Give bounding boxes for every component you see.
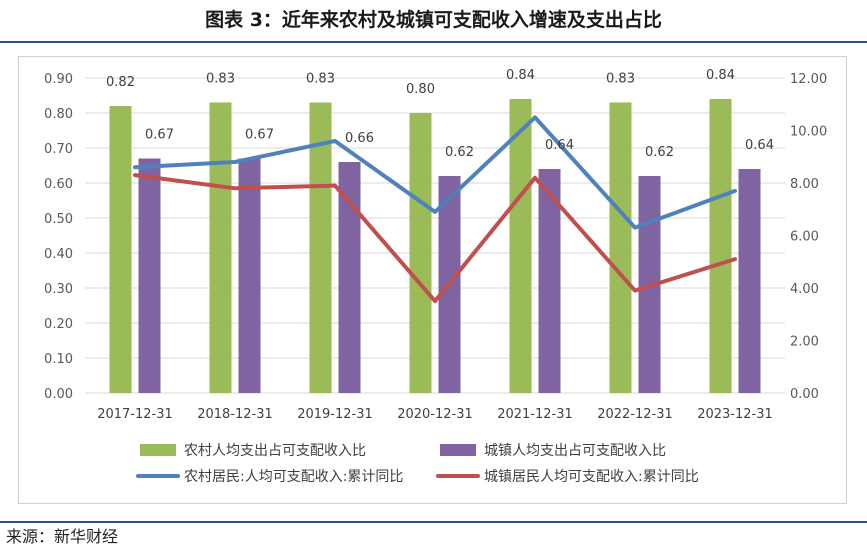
bar-data-label: 0.67 <box>245 128 274 143</box>
left-axis-tick-label: 0.80 <box>44 107 73 122</box>
bar-data-label: 0.66 <box>345 131 374 146</box>
bar-data-labels: 0.82 0.83 0.83 0.80 0.84 0.83 0.84 0.67 0.67 0.66… <box>106 68 774 160</box>
urban-income-growth-line <box>133 173 737 304</box>
left-axis-tick-label: 0.60 <box>44 177 73 192</box>
bar-data-label: 0.83 <box>306 72 335 87</box>
rural-bar <box>709 99 732 393</box>
legend-label: 城镇人均支出占可支配收入比 <box>484 443 666 459</box>
left-axis-tick-label: 0.30 <box>44 282 73 297</box>
urban-bar <box>338 162 361 393</box>
rural-bar <box>209 102 232 393</box>
bar-data-label: 0.64 <box>545 138 574 153</box>
axis-labels: 0.00 0.10 0.20 0.30 0.40 0.50 0.60 0.70 0.80 0.90… <box>44 72 827 422</box>
right-axis-tick-label: 12.00 <box>790 72 827 87</box>
bar-data-label: 0.82 <box>106 75 135 90</box>
legend-urban-bar: 城镇人均支出占可支配收入比 <box>440 443 666 459</box>
legend-rural-line: 农村居民:人均可支配收入:累计同比 <box>136 469 403 485</box>
left-axis-tick-label: 0.40 <box>44 247 73 262</box>
bar-data-label: 0.67 <box>145 128 174 143</box>
bar-data-label: 0.83 <box>206 72 235 87</box>
bar-data-label: 0.80 <box>406 82 435 97</box>
urban-bar <box>538 169 561 393</box>
x-axis-tick-label: 2020-12-31 <box>397 407 473 422</box>
legend-label: 城镇居民人均可支配收入:累计同比 <box>484 469 699 485</box>
source-note: 来源：新华财经 <box>6 527 119 546</box>
right-axis-tick-label: 0.00 <box>790 387 819 402</box>
rural-bar <box>309 102 332 393</box>
urban-bar <box>738 169 761 393</box>
bar-data-label: 0.62 <box>445 145 474 160</box>
left-axis-tick-label: 0.50 <box>44 212 73 227</box>
legend-swatch <box>140 444 176 456</box>
right-axis-tick-label: 6.00 <box>790 230 819 245</box>
urban-bar <box>138 158 161 393</box>
urban-bar <box>238 158 261 393</box>
bar-data-label: 0.84 <box>706 68 735 83</box>
right-axis-tick-label: 4.00 <box>790 282 819 297</box>
legend-label: 农村居民:人均可支配收入:累计同比 <box>184 469 403 485</box>
rural-bar <box>409 113 432 393</box>
rural-bar <box>109 106 132 393</box>
x-axis-tick-label: 2022-12-31 <box>597 407 673 422</box>
left-axis-tick-label: 0.90 <box>44 72 73 87</box>
left-axis-tick-label: 0.20 <box>44 317 73 332</box>
footer-divider <box>0 521 867 523</box>
x-axis-tick-label: 2019-12-31 <box>297 407 373 422</box>
gridlines <box>85 77 785 394</box>
x-axis-tick-label: 2017-12-31 <box>97 407 173 422</box>
bar-data-label: 0.83 <box>606 72 635 87</box>
rural-income-growth-line <box>133 115 737 230</box>
legend-swatch <box>440 444 476 456</box>
x-axis-tick-label: 2018-12-31 <box>197 407 273 422</box>
bar-data-label: 0.62 <box>645 145 674 160</box>
legend-label: 农村人均支出占可支配收入比 <box>184 443 366 459</box>
rural-bar <box>609 102 632 393</box>
chart-title: 图表 3：近年来农村及城镇可支配收入增速及支出占比 <box>205 9 662 31</box>
left-axis-tick-label: 0.00 <box>44 387 73 402</box>
legend-urban-line: 城镇居民人均可支配收入:累计同比 <box>436 469 699 485</box>
bar-data-label: 0.84 <box>506 68 535 83</box>
rural-bar <box>509 99 532 393</box>
legend-rural-bar: 农村人均支出占可支配收入比 <box>140 443 366 459</box>
bar-data-label: 0.64 <box>745 138 774 153</box>
right-axis-tick-label: 2.00 <box>790 335 819 350</box>
x-axis-tick-label: 2023-12-31 <box>697 407 773 422</box>
legend: 农村人均支出占可支配收入比 城镇人均支出占可支配收入比农村居民:人均可支配收入:累… <box>136 443 699 485</box>
left-axis-tick-label: 0.70 <box>44 142 73 157</box>
bar-series <box>109 99 761 393</box>
chart-frame <box>18 56 847 504</box>
right-axis-tick-label: 10.00 <box>790 125 827 140</box>
x-axis-tick-label: 2021-12-31 <box>497 407 573 422</box>
title-divider <box>0 41 867 43</box>
line-series <box>133 115 737 304</box>
left-axis-tick-label: 0.10 <box>44 352 73 367</box>
right-axis-tick-label: 8.00 <box>790 177 819 192</box>
